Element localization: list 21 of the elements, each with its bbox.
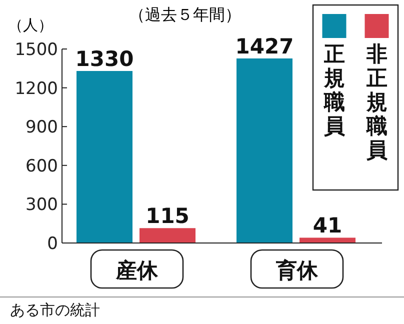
legend-label: 正規職員: [322, 42, 345, 138]
y-axis-title: （人）: [8, 16, 53, 34]
text: ある市の統計: [10, 301, 100, 319]
y-tick-label: 1200: [14, 78, 58, 99]
data-label: 115: [146, 204, 190, 228]
data-label: 41: [312, 214, 342, 238]
chart-subtitle: （過去５年間）: [129, 5, 241, 24]
y-tick-label: 0: [47, 234, 58, 254]
bar: [140, 228, 196, 243]
bar: [300, 238, 356, 243]
y-tick-label: 900: [26, 118, 58, 138]
bar: [76, 70, 132, 243]
y-tick-label: 300: [26, 195, 58, 216]
x-tick-label: 産休: [115, 258, 159, 282]
x-tick-label: 育休: [275, 258, 319, 282]
data-label: 1427: [235, 34, 294, 58]
bar: [236, 58, 292, 243]
y-tick-label: 600: [26, 156, 58, 176]
data-label: 1330: [75, 46, 134, 71]
y-tick-label: 1500: [14, 40, 58, 60]
legend-label: 非正規職員: [365, 42, 388, 162]
